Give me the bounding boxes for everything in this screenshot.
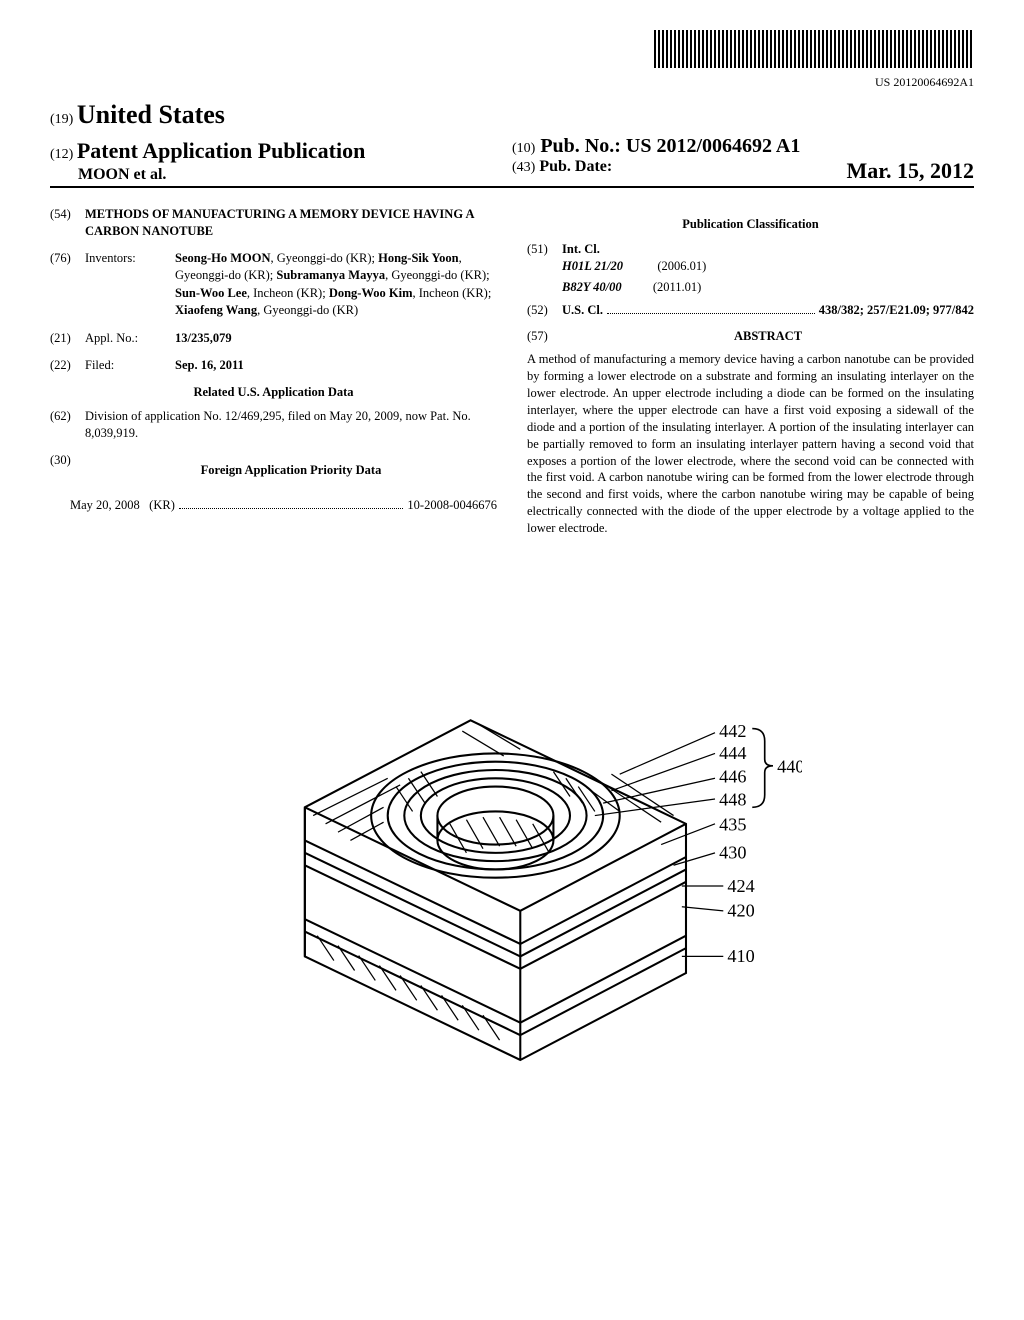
applicant-text: MOON et al. <box>78 166 166 183</box>
priority-date: May 20, 2008 <box>70 497 140 514</box>
us-cl-value: 438/382; 257/E21.09; 977/842 <box>819 302 974 319</box>
field-76: (76) <box>50 250 85 320</box>
country-name: United States <box>77 100 225 129</box>
dotted-line <box>179 499 404 509</box>
pub-class-header: Publication Classification <box>527 216 974 233</box>
content-columns: (54) METHODS OF MANUFACTURING A MEMORY D… <box>50 206 974 537</box>
label-410: 410 <box>727 946 754 966</box>
label-442: 442 <box>719 721 746 741</box>
field-12: (12) <box>50 147 73 162</box>
us-cl-label: U.S. Cl. <box>562 302 603 319</box>
inventors-list: Seong-Ho MOON, Gyeonggi-do (KR); Hong-Si… <box>175 250 497 320</box>
label-440: 440 <box>777 756 802 776</box>
label-444: 444 <box>719 743 746 763</box>
country-line: (19) United States <box>50 100 974 130</box>
int-cl-1-code: H01L 21/20 <box>562 259 623 273</box>
field-51: (51) <box>527 241 562 300</box>
applicant-name: MOON et al. <box>50 166 512 184</box>
barcode <box>654 30 974 68</box>
appl-no-row: (21) Appl. No.: 13/235,079 <box>50 330 497 347</box>
pub-date-line: (43) Pub. Date: Mar. 15, 2012 <box>512 158 974 184</box>
field-54: (54) <box>50 206 85 240</box>
foreign-header: Foreign Application Priority Data <box>85 462 497 479</box>
right-column: Publication Classification (51) Int. Cl.… <box>527 206 974 537</box>
pub-date-value: Mar. 15, 2012 <box>846 158 974 184</box>
abstract-header-row: (57) ABSTRACT <box>527 328 974 345</box>
abstract-text: A method of manufacturing a memory devic… <box>527 351 974 537</box>
int-cl-2: B82Y 40/00 (2011.01) <box>562 279 974 296</box>
barcode-area: US 20120064692A1 <box>50 30 974 90</box>
int-cl-1: H01L 21/20 (2006.01) <box>562 258 974 275</box>
inventors-label: Inventors: <box>85 250 175 320</box>
priority-no: 10-2008-0046676 <box>407 497 497 514</box>
label-435: 435 <box>719 814 746 834</box>
pub-type-line: (12) Patent Application Publication <box>50 138 512 164</box>
int-cl-label: Int. Cl. <box>562 241 974 258</box>
patent-figure: 442 444 446 448 435 430 424 420 410 440 <box>222 567 802 1081</box>
abstract-label: ABSTRACT <box>562 328 974 345</box>
label-446: 446 <box>719 766 746 786</box>
header: (19) United States (12) Patent Applicati… <box>50 100 974 188</box>
int-cl-block: Int. Cl. H01L 21/20 (2006.01) B82Y 40/00… <box>562 241 974 300</box>
pub-no-line: (10) Pub. No.: US 2012/0064692 A1 <box>512 135 974 158</box>
filed-label: Filed: <box>85 357 175 374</box>
field-62: (62) <box>50 408 85 442</box>
pub-type: Patent Application Publication <box>77 138 365 163</box>
us-cl-row: (52) U.S. Cl. 438/382; 257/E21.09; 977/8… <box>527 302 974 319</box>
filed-value: Sep. 16, 2011 <box>175 357 497 374</box>
title-text: METHODS OF MANUFACTURING A MEMORY DEVICE… <box>85 206 497 240</box>
related-header: Related U.S. Application Data <box>50 384 497 401</box>
header-row: (12) Patent Application Publication MOON… <box>50 135 974 188</box>
header-right: (10) Pub. No.: US 2012/0064692 A1 (43) P… <box>512 135 974 184</box>
pub-date-label: Pub. Date: <box>539 158 612 175</box>
filed-row: (22) Filed: Sep. 16, 2011 <box>50 357 497 374</box>
label-430: 430 <box>719 843 746 863</box>
priority-row: May 20, 2008 (KR) 10-2008-0046676 <box>70 497 497 514</box>
title-row: (54) METHODS OF MANUFACTURING A MEMORY D… <box>50 206 497 240</box>
appl-no-label: Appl. No.: <box>85 330 175 347</box>
field-30: (30) <box>50 452 85 487</box>
barcode-text: US 20120064692A1 <box>50 75 974 90</box>
field-19: (19) <box>50 112 73 127</box>
field-52: (52) <box>527 302 562 319</box>
int-cl-2-date: (2011.01) <box>653 280 702 294</box>
pub-no-value: US 2012/0064692 A1 <box>626 135 800 157</box>
us-cl-line: U.S. Cl. 438/382; 257/E21.09; 977/842 <box>562 302 974 319</box>
foreign-header-row: (30) Foreign Application Priority Data <box>50 452 497 487</box>
int-cl-row: (51) Int. Cl. H01L 21/20 (2006.01) B82Y … <box>527 241 974 300</box>
int-cl-2-code: B82Y 40/00 <box>562 280 622 294</box>
inventors-row: (76) Inventors: Seong-Ho MOON, Gyeonggi-… <box>50 250 497 320</box>
dotted-line-2 <box>607 304 815 314</box>
priority-country: (KR) <box>149 497 175 514</box>
division-text: Division of application No. 12/469,295, … <box>85 408 497 442</box>
field-22: (22) <box>50 357 85 374</box>
appl-no-value: 13/235,079 <box>175 330 497 347</box>
header-left: (12) Patent Application Publication MOON… <box>50 138 512 184</box>
left-column: (54) METHODS OF MANUFACTURING A MEMORY D… <box>50 206 497 537</box>
field-21: (21) <box>50 330 85 347</box>
division-row: (62) Division of application No. 12/469,… <box>50 408 497 442</box>
label-448: 448 <box>719 789 746 809</box>
field-57: (57) <box>527 328 562 345</box>
field-43: (43) <box>512 160 535 175</box>
pub-date-left: (43) Pub. Date: <box>512 158 612 184</box>
label-424: 424 <box>727 876 754 896</box>
label-420: 420 <box>727 901 754 921</box>
figure-area: 442 444 446 448 435 430 424 420 410 440 <box>50 567 974 1086</box>
pub-no-label: Pub. No.: <box>540 135 621 157</box>
field-10: (10) <box>512 141 535 156</box>
int-cl-1-date: (2006.01) <box>657 259 706 273</box>
